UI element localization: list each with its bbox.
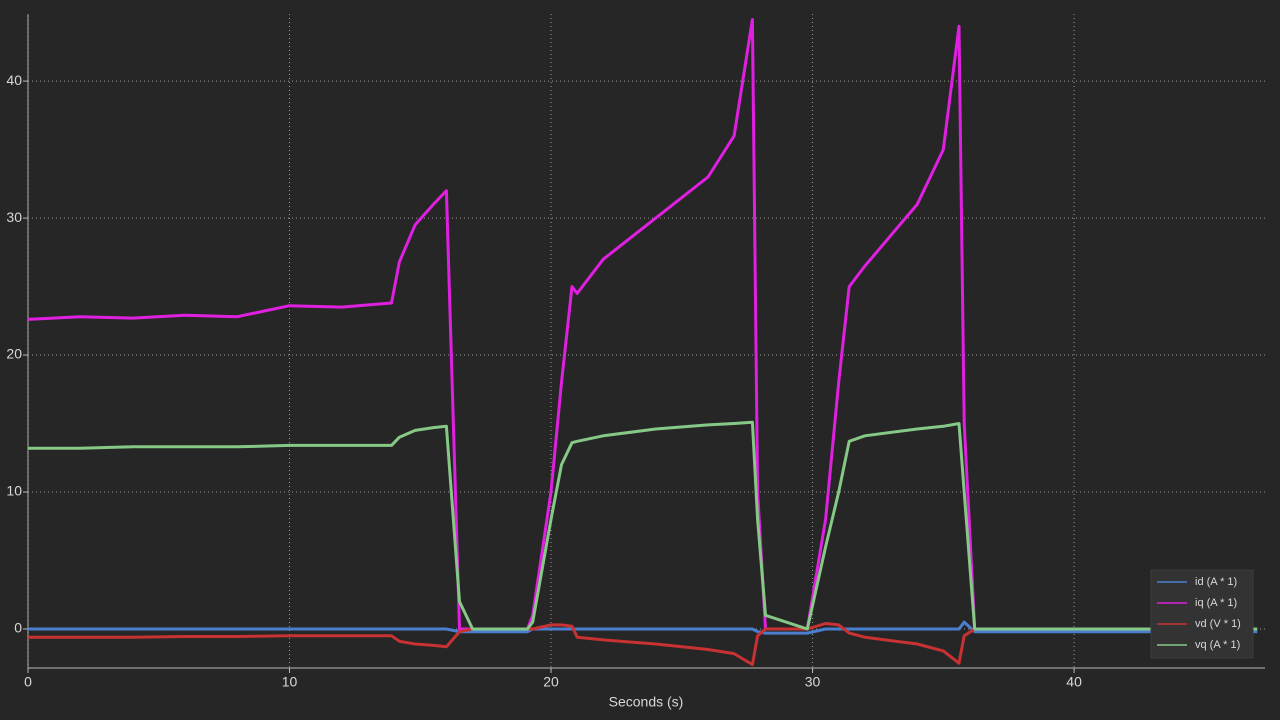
y-tick-label: 30 — [6, 209, 22, 225]
series-line — [27, 18, 1258, 631]
x-tick-label: 20 — [543, 674, 559, 690]
x-tick-label: 40 — [1066, 674, 1082, 690]
y-tick-label: 0 — [14, 620, 22, 636]
y-tick-label: 10 — [6, 483, 22, 499]
legend-label: id (A * 1) — [1195, 576, 1237, 588]
legend-label: vq (A * 1) — [1195, 639, 1240, 651]
plot-area — [28, 14, 1265, 668]
legend: id (A * 1) iq (A * 1) vd (V * 1) vq (A * 1) — [1150, 569, 1254, 659]
x-tick-label: 0 — [24, 674, 32, 690]
y-tick-label: 40 — [6, 72, 22, 88]
x-axis-label: Seconds (s) — [609, 694, 684, 710]
y-tick-label: 20 — [6, 346, 22, 362]
legend-label: vd (V * 1) — [1195, 618, 1241, 630]
series-line — [28, 622, 1258, 667]
series-line — [28, 420, 1258, 631]
legend-label: iq (A * 1) — [1195, 597, 1237, 609]
x-tick-label: 30 — [805, 674, 821, 690]
x-tick-label: 10 — [282, 674, 298, 690]
legend-box — [1150, 569, 1254, 659]
series-line — [28, 620, 1258, 635]
